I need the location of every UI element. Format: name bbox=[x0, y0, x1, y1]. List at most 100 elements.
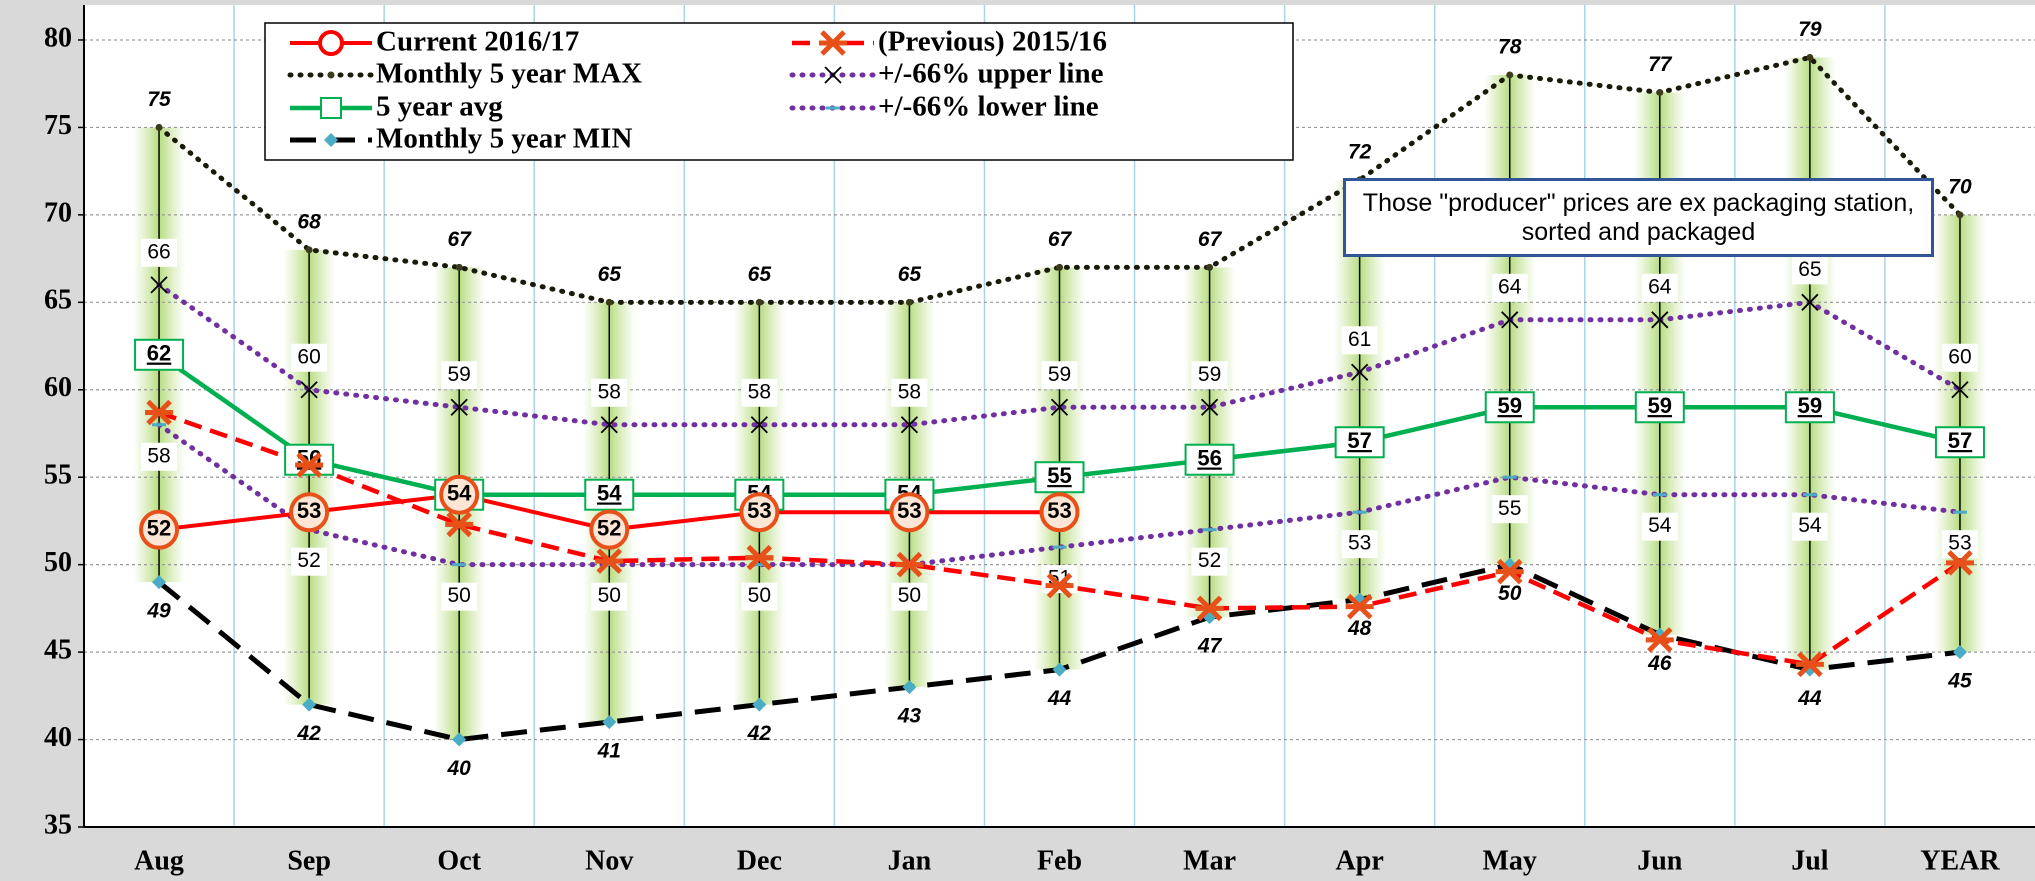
data-label: 59 bbox=[1798, 393, 1822, 418]
y-tick-label: 75 bbox=[44, 110, 72, 141]
label-background bbox=[1641, 512, 1678, 541]
marker bbox=[302, 697, 317, 712]
x-tick-label: May bbox=[1483, 845, 1537, 876]
marker bbox=[605, 298, 613, 306]
y-tick-label: 40 bbox=[44, 722, 72, 753]
marker bbox=[755, 298, 763, 306]
data-label: 50 bbox=[598, 584, 621, 607]
marker bbox=[902, 680, 917, 695]
data-label: 55 bbox=[1047, 463, 1071, 488]
legend-label: Monthly 5 year MIN bbox=[376, 123, 632, 155]
data-label: 50 bbox=[1498, 582, 1522, 605]
marker bbox=[739, 492, 780, 533]
data-label: 60 bbox=[297, 345, 320, 368]
data-label: 57 bbox=[1948, 428, 1972, 453]
marker bbox=[602, 715, 617, 730]
marker bbox=[752, 697, 767, 712]
label-background bbox=[741, 582, 778, 611]
data-label: 50 bbox=[448, 584, 471, 607]
marker bbox=[327, 71, 335, 79]
data-label: 65 bbox=[898, 263, 922, 286]
data-label: 47 bbox=[1197, 635, 1223, 658]
x-tick-label: Jul bbox=[1791, 845, 1829, 876]
data-label: 54 bbox=[1798, 514, 1822, 537]
legend-entry: (Previous) 2015/16 bbox=[792, 26, 1107, 58]
label-background bbox=[1341, 326, 1378, 355]
data-label: 58 bbox=[898, 380, 921, 403]
data-label: 59 bbox=[1648, 393, 1672, 418]
x-tick-label: Apr bbox=[1336, 845, 1384, 876]
y-tick-label: 45 bbox=[44, 635, 72, 666]
label-background bbox=[1641, 273, 1678, 302]
data-label: 60 bbox=[1948, 345, 1971, 368]
label-background bbox=[1191, 361, 1228, 390]
marker bbox=[1345, 593, 1374, 620]
data-label: 59 bbox=[448, 363, 471, 386]
label-background bbox=[1941, 343, 1978, 372]
data-label: 52 bbox=[1198, 549, 1221, 572]
data-label: 52 bbox=[297, 549, 320, 572]
data-label: 41 bbox=[597, 740, 621, 763]
legend-entry: Monthly 5 year MIN bbox=[290, 123, 632, 155]
data-label: 52 bbox=[597, 515, 621, 540]
data-label: 58 bbox=[748, 380, 771, 403]
marker bbox=[600, 416, 618, 434]
marker bbox=[824, 66, 842, 84]
marker bbox=[1501, 311, 1519, 329]
data-label: 53 bbox=[1047, 498, 1071, 523]
data-label: 65 bbox=[598, 263, 622, 286]
label-background bbox=[291, 343, 328, 372]
marker bbox=[1351, 363, 1369, 381]
data-label: 44 bbox=[1797, 687, 1822, 710]
legend-entry: Monthly 5 year MAX bbox=[287, 58, 642, 90]
x-tick-label: YEAR bbox=[1920, 845, 2000, 876]
legend bbox=[264, 22, 1294, 161]
data-label: 67 bbox=[448, 228, 473, 251]
marker bbox=[1506, 71, 1514, 79]
data-label: 48 bbox=[1347, 617, 1372, 640]
marker bbox=[889, 492, 930, 533]
data-label: 62 bbox=[147, 341, 171, 366]
label-background bbox=[741, 378, 778, 407]
data-label: 59 bbox=[1198, 363, 1221, 386]
marker bbox=[1934, 426, 1985, 459]
marker bbox=[1334, 426, 1385, 459]
marker bbox=[1784, 391, 1835, 424]
marker bbox=[1484, 391, 1535, 424]
label-background bbox=[891, 378, 928, 407]
marker bbox=[445, 511, 474, 538]
legend-label: +/-66% lower line bbox=[878, 91, 1099, 123]
data-label: 58 bbox=[598, 380, 621, 403]
marker bbox=[295, 452, 324, 478]
marker bbox=[1052, 662, 1067, 677]
marker bbox=[1495, 558, 1524, 585]
x-tick-label: Jan bbox=[888, 845, 932, 876]
marker bbox=[1634, 391, 1685, 424]
marker bbox=[1645, 627, 1674, 653]
data-label: 49 bbox=[146, 600, 171, 623]
label-background bbox=[1491, 495, 1528, 524]
data-label: 66 bbox=[147, 240, 170, 263]
label-background bbox=[1341, 530, 1378, 559]
data-label: 54 bbox=[597, 481, 622, 506]
data-label: 53 bbox=[297, 498, 321, 523]
data-label: 59 bbox=[1048, 363, 1071, 386]
marker bbox=[1039, 492, 1080, 533]
data-label: 52 bbox=[147, 515, 171, 540]
label-background bbox=[891, 582, 928, 611]
label-background bbox=[1041, 361, 1078, 390]
data-label: 42 bbox=[296, 722, 321, 745]
legend-label: Monthly 5 year MAX bbox=[376, 58, 642, 90]
marker bbox=[1806, 53, 1814, 61]
marker bbox=[1795, 651, 1824, 678]
marker bbox=[452, 732, 467, 747]
data-label: 67 bbox=[1048, 228, 1073, 251]
data-label: 61 bbox=[1348, 328, 1371, 351]
legend-label: (Previous) 2015/16 bbox=[878, 26, 1107, 58]
data-label: 54 bbox=[447, 481, 472, 506]
y-tick-label: 60 bbox=[44, 372, 72, 403]
marker bbox=[905, 298, 913, 306]
data-label: 65 bbox=[1798, 258, 1821, 281]
marker bbox=[439, 474, 480, 515]
data-label: 53 bbox=[897, 498, 921, 523]
